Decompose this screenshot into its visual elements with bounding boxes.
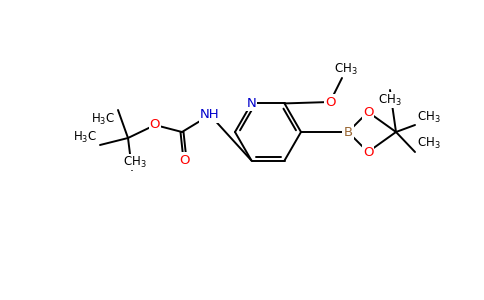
Text: O: O xyxy=(363,146,373,158)
Text: O: O xyxy=(180,154,190,166)
Text: CH$_3$: CH$_3$ xyxy=(378,92,402,108)
Text: CH$_3$: CH$_3$ xyxy=(334,61,358,76)
Text: CH$_3$: CH$_3$ xyxy=(123,154,147,169)
Text: NH: NH xyxy=(200,109,220,122)
Text: B: B xyxy=(344,125,352,139)
Text: N: N xyxy=(247,97,257,110)
Text: CH$_3$: CH$_3$ xyxy=(417,135,441,151)
Text: CH$_3$: CH$_3$ xyxy=(417,110,441,124)
Text: O: O xyxy=(325,95,335,109)
Text: O: O xyxy=(363,106,373,118)
Text: O: O xyxy=(150,118,160,131)
Text: H$_3$C: H$_3$C xyxy=(91,111,115,127)
Text: H$_3$C: H$_3$C xyxy=(73,129,97,145)
